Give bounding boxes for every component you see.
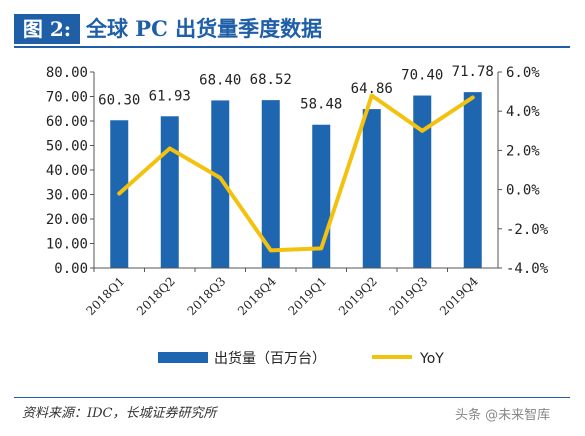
y-left-tick-label: 50.00 (46, 139, 88, 155)
figure-label: 图 2: (14, 14, 80, 44)
x-tick-label: 2018Q2 (134, 274, 178, 318)
bar-label-2019Q4: 71.78 (452, 64, 494, 80)
y-right-tick-label: 4.0% (506, 104, 540, 120)
bar-2018Q2 (160, 116, 179, 268)
legend-label-shipments: 出货量（百万台） (214, 350, 326, 367)
header-divider (14, 46, 570, 48)
footer-divider (14, 397, 570, 398)
y-left-tick-label: 80.00 (46, 65, 88, 81)
legend-swatch-shipments (158, 352, 208, 363)
y-left-tick-label: 60.00 (46, 114, 88, 130)
x-tick-label: 2019Q3 (387, 274, 431, 318)
bar-2018Q4 (261, 100, 280, 268)
watermark: 头条 @未来智库 (455, 408, 551, 423)
y-left-tick-label: 20.00 (46, 212, 88, 228)
y-left-tick-label: 40.00 (46, 163, 88, 179)
x-tick-label: 2019Q1 (286, 274, 330, 318)
bar-label-2018Q3: 68.40 (199, 72, 241, 88)
bar-label-2019Q2: 64.86 (351, 81, 393, 97)
chart-title: 全球 PC 出货量季度数据 (86, 16, 323, 41)
y-right-tick-label: -4.0% (506, 261, 549, 277)
bar-label-2018Q4: 68.52 (250, 72, 292, 88)
bar-2019Q3 (413, 95, 432, 269)
bar-2018Q3 (211, 100, 230, 268)
y-left-tick-label: 30.00 (46, 188, 88, 204)
bar-label-2019Q3: 70.40 (401, 68, 443, 84)
source-note: 资料来源：IDC，长城证券研究所 (22, 406, 217, 421)
x-tick-label: 2019Q4 (437, 274, 481, 318)
bar-label-2018Q2: 61.93 (149, 88, 191, 104)
chart: 60.30 61.93 68.40 68.52 58.48 64.86 70.40 71.78… (46, 64, 549, 367)
bar-2019Q2 (362, 109, 381, 268)
bar-label-2018Q1: 60.30 (98, 92, 140, 108)
y-left-tick-label: 0.00 (54, 261, 88, 277)
y-left-tick-label: 70.00 (46, 90, 88, 106)
bar-label-2019Q1: 58.48 (300, 97, 342, 113)
legend-label-yoy: YoY (419, 351, 444, 367)
y-left-tick-label: 10.00 (46, 237, 88, 253)
x-tick-label: 2018Q1 (84, 274, 128, 318)
bar-2019Q4 (463, 92, 482, 268)
yoy-line (117, 93, 475, 253)
figure-header: 图 2: 全球 PC 出货量季度数据 (0, 0, 585, 50)
x-tick-label: 2019Q2 (336, 274, 380, 318)
x-tick-label: 2018Q4 (235, 274, 279, 318)
y-right-tick-label: 6.0% (506, 65, 540, 81)
y-right-tick-label: -2.0% (506, 222, 549, 238)
y-right-tick-label: 2.0% (506, 143, 540, 159)
x-tick-label: 2018Q3 (185, 274, 229, 318)
y-right-tick-label: 0.0% (506, 183, 540, 199)
